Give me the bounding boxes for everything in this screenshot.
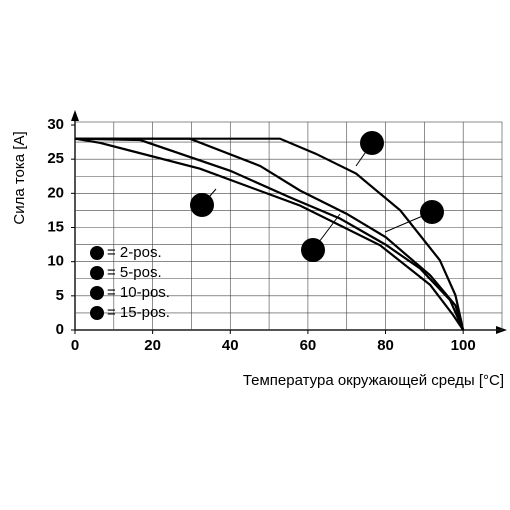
curve-marker-label: 1 <box>368 135 376 152</box>
legend-marker-label: 2 <box>93 265 101 282</box>
y-arrow <box>71 110 79 121</box>
y-tick-label: 0 <box>56 321 64 338</box>
curve <box>74 137 465 331</box>
y-axis-label: Сила тока [A] <box>11 131 28 224</box>
curve-marker <box>301 238 325 262</box>
legend-marker <box>90 266 104 280</box>
y-tick-label: 5 <box>56 287 64 304</box>
y-tick-label: 15 <box>47 218 64 235</box>
legend-marker-label: 1 <box>93 245 101 262</box>
legend-marker-label: 3 <box>93 285 101 302</box>
x-tick-label: 80 <box>377 337 394 354</box>
curve <box>75 137 465 331</box>
legend-label: = 15-pos. <box>107 304 170 321</box>
legend-label: = 5-pos. <box>107 264 162 281</box>
x-tick-label: 0 <box>71 337 79 354</box>
legend-marker-label: 4 <box>93 305 102 322</box>
y-tick-label: 25 <box>47 150 64 167</box>
y-tick-label: 20 <box>47 184 64 201</box>
legend-label: = 10-pos. <box>107 284 170 301</box>
curve-marker <box>360 131 384 155</box>
legend-marker <box>90 286 104 300</box>
legend-marker <box>90 246 104 260</box>
plot-border <box>74 121 503 331</box>
y-tick-label: 10 <box>47 253 64 270</box>
curve-marker-label: 4 <box>198 197 207 214</box>
x-tick-label: 60 <box>300 337 317 354</box>
x-tick-label: 40 <box>222 337 239 354</box>
x-tick-label: 100 <box>451 337 476 354</box>
curve-marker <box>420 200 444 224</box>
legend-label: = 2-pos. <box>107 244 162 261</box>
curve-marker <box>190 193 214 217</box>
legend-marker <box>90 306 104 320</box>
curve-marker-label: 3 <box>309 242 317 259</box>
curve <box>74 137 465 331</box>
y-tick-label: 30 <box>47 116 64 133</box>
x-axis-label: Температура окружающей среды [°C] <box>243 372 504 389</box>
x-tick-label: 20 <box>144 337 161 354</box>
curve-marker-label: 2 <box>428 204 436 221</box>
